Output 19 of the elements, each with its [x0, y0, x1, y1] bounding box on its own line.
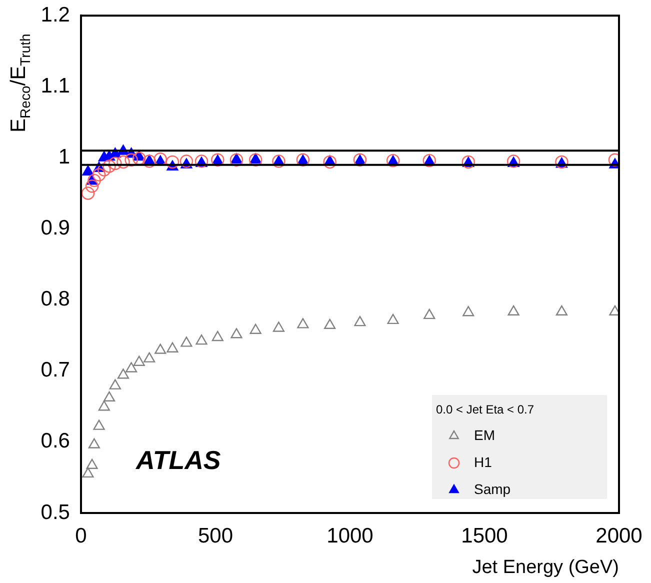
y-tick-label: 1.1 — [40, 74, 70, 98]
x-tick-label: 2000 — [596, 524, 642, 548]
annotation: ATLAS — [135, 444, 222, 475]
x-tick-label: 0 — [75, 524, 87, 548]
y-tick-label: 0.9 — [40, 216, 70, 240]
x-axis-title: Jet Energy (GeV) — [472, 556, 619, 578]
legend-title: 0.0 < Jet Eta < 0.7 — [436, 402, 534, 416]
legend-label: Samp — [474, 480, 511, 497]
y-tick-label: 0.7 — [40, 358, 70, 382]
x-tick-label: 1000 — [326, 524, 374, 548]
y-tick-label: 0.5 — [40, 500, 70, 524]
y-tick-label: 1.2 — [40, 3, 70, 26]
x-tick-label: 500 — [198, 524, 234, 548]
x-tick-label: 1500 — [461, 524, 508, 548]
y-tick-label: 0.6 — [40, 430, 70, 453]
legend-label: H1 — [474, 454, 492, 470]
legend-label: EM — [474, 426, 495, 443]
y-tick-label: 1 — [58, 146, 70, 169]
y-tick-label: 0.8 — [40, 288, 70, 311]
